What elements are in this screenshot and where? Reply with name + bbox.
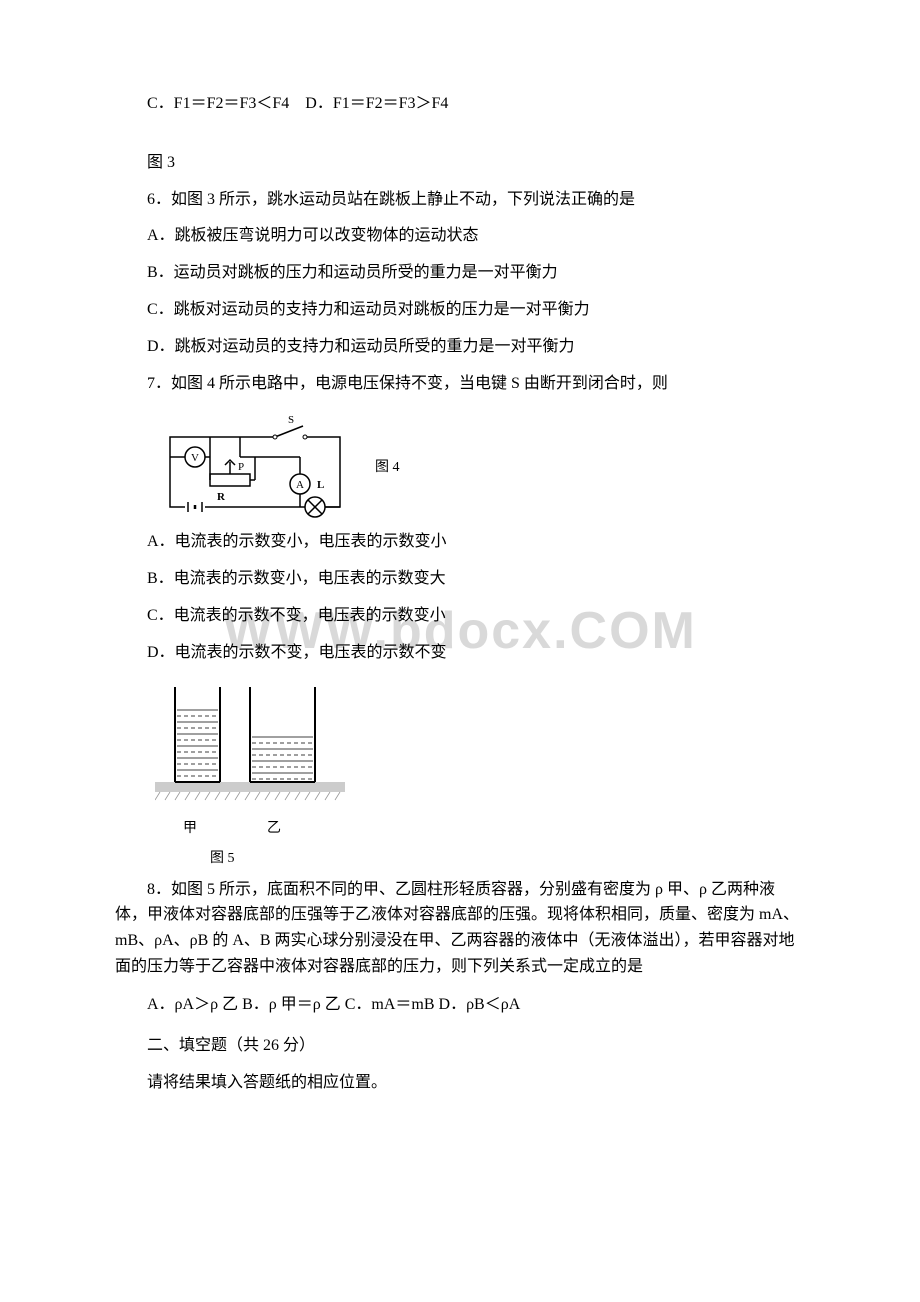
q8-opts: A．ρA＞ρ 乙 B．ρ 甲＝ρ 乙 C．mA＝mB D．ρB＜ρA — [115, 991, 805, 1020]
q7-stem: 7．如图 4 所示电路中，电源电压保持不变，当电键 S 由断开到闭合时，则 — [115, 370, 805, 399]
q5-opt-c: C．F1＝F2＝F3＜F4 — [147, 95, 289, 112]
fig5-container: 甲 乙 图 5 — [155, 682, 805, 871]
switch-label: S — [288, 414, 294, 426]
section2-title: 二、填空题（共 26 分） — [115, 1032, 805, 1061]
section2-instruction: 请将结果填入答题纸的相应位置。 — [115, 1069, 805, 1098]
q5-options-cd: C．F1＝F2＝F3＜F4 D．F1＝F2＝F3＞F4 — [115, 90, 805, 119]
fig5-label: 图 5 — [210, 846, 805, 871]
slider-p-label: P — [238, 461, 244, 473]
beaker-diagram-icon — [155, 682, 345, 802]
q6-opt-c: C．跳板对运动员的支持力和运动员对跳板的压力是一对平衡力 — [115, 296, 805, 325]
q7-opt-a: A．电流表的示数变小，电压表的示数变小 — [115, 528, 805, 557]
fig5-yi-label: 乙 — [267, 816, 281, 841]
q8-stem: 8．如图 5 所示，底面积不同的甲、乙圆柱形轻质容器，分别盛有密度为 ρ 甲、ρ… — [115, 877, 805, 979]
q6-stem: 6．如图 3 所示，跳水运动员站在跳板上静止不动，下列说法正确的是 — [115, 186, 805, 215]
q6-opt-d: D．跳板对运动员的支持力和运动员所受的重力是一对平衡力 — [115, 333, 805, 362]
voltmeter-label: V — [191, 452, 199, 464]
lamp-l-label: L — [317, 479, 324, 491]
fig4-label: 图 4 — [375, 455, 400, 480]
q5-opt-d: D．F1＝F2＝F3＞F4 — [305, 95, 448, 112]
q6-opt-a: A．跳板被压弯说明力可以改变物体的运动状态 — [115, 222, 805, 251]
fig5-jia-label: 甲 — [183, 816, 197, 841]
q6-opt-b: B．运动员对跳板的压力和运动员所受的重力是一对平衡力 — [115, 259, 805, 288]
page-content: C．F1＝F2＝F3＜F4 D．F1＝F2＝F3＞F4 图 3 6．如图 3 所… — [115, 90, 805, 1098]
fig4-container: V S P R A L — [155, 412, 805, 522]
circuit-diagram-icon: V S P R A L — [155, 412, 355, 522]
ammeter-label: A — [296, 479, 304, 491]
q7-opt-d: D．电流表的示数不变，电压表的示数不变 — [115, 639, 805, 668]
fig3-label: 图 3 — [115, 149, 805, 178]
q7-opt-c: C．电流表的示数不变，电压表的示数变小 — [115, 602, 805, 631]
resistor-label: R — [217, 491, 226, 503]
q7-opt-b: B．电流表的示数变小，电压表的示数变大 — [115, 565, 805, 594]
